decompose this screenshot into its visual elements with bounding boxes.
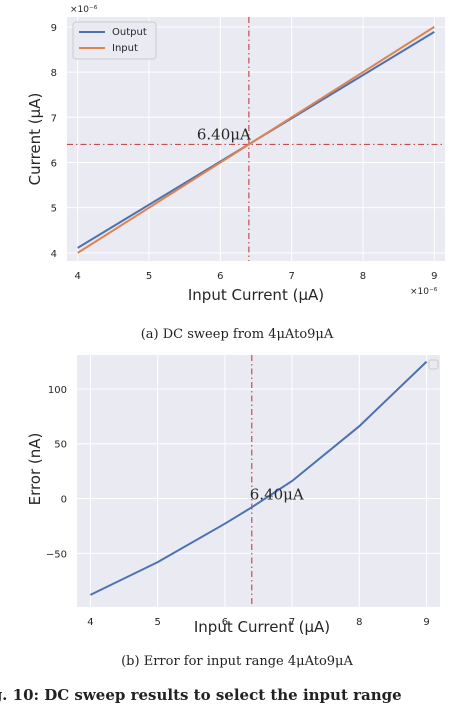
grid [67,17,445,261]
plot-area [77,355,440,607]
y-tick-label: 5 [51,204,57,215]
y-tick-label: 6 [51,158,57,169]
x-tick-label: 8 [360,271,366,282]
y-tick-label: −50 [46,549,67,560]
y-tick-label: 9 [51,23,57,34]
y-tick-label: 50 [54,440,67,451]
legend-label-input: Input [112,43,138,54]
annotation-label: 6.40μA [197,125,251,143]
y-multiplier: ×10⁻⁶ [70,5,98,15]
x-tick-label: 4 [75,271,81,282]
x-tick-label: 7 [289,617,295,628]
x-tick-label: 6 [222,617,228,628]
x-tick-label: 5 [146,271,152,282]
dc-sweep-chart: 4 5 6 7 8 9 4 5 6 7 8 9 ×10⁻⁶ ×10⁻⁶ 6.40μA Output … [26,5,445,304]
annotation-label: 6.40μA [250,486,304,504]
series-lines [89,360,428,596]
series-line-error [89,360,428,596]
empty-legend-box [428,359,439,370]
series-lines [77,26,435,254]
x-axis-label: Input Current (μA) [194,618,330,636]
x-tick-label: 7 [288,271,294,282]
y-axis-label: Current (μA) [26,93,44,186]
x-tick-label: 9 [423,617,429,628]
figure-caption: ig. 10: DC sweep results to select the i… [0,686,402,704]
error-chart: 4 5 6 7 8 9 −50 0 50 100 6.40μA Input Current (μ… [26,355,440,636]
y-tick-label: 7 [51,113,57,124]
y-tick-label: 4 [51,249,57,260]
x-tick-label: 8 [356,617,362,628]
y-tick-labels: −50 0 50 100 [46,385,67,560]
x-axis-label: Input Current (μA) [188,286,324,304]
x-tick-label: 5 [154,617,160,628]
y-tick-label: 0 [61,495,67,506]
grid [77,355,440,607]
x-tick-label: 6 [217,271,223,282]
y-tick-label: 100 [48,385,67,396]
legend: Output Input [72,21,157,60]
x-tick-labels: 4 5 6 7 8 9 [87,617,429,628]
caption-a: (a) DC sweep from 4μAto9μA [140,327,334,342]
x-multiplier: ×10⁻⁶ [410,287,438,297]
x-tick-labels: 4 5 6 7 8 9 [75,271,438,282]
reference-lines [67,17,445,261]
y-axis-label: Error (nA) [26,433,44,506]
y-tick-label: 8 [51,68,57,79]
legend-label-output: Output [112,27,147,38]
series-line-input [77,26,435,254]
x-tick-label: 9 [431,271,437,282]
y-tick-labels: 4 5 6 7 8 9 [51,23,57,260]
x-tick-label: 4 [87,617,93,628]
caption-b: (b) Error for input range 4μAto9μA [121,654,353,669]
